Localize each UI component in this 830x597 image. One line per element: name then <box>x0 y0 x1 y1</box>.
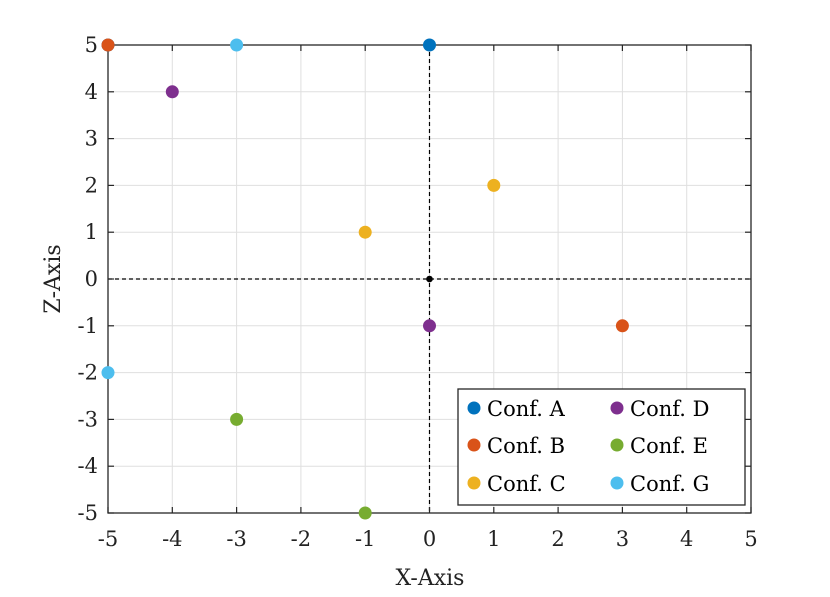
legend: Conf. A Conf. B Conf. C Conf. D Conf. E Conf.… <box>457 388 746 506</box>
data-point <box>230 38 244 52</box>
x-tick-label: 1 <box>487 527 500 551</box>
legend-label: Conf. E <box>630 434 708 458</box>
y-tick-label: 0 <box>85 267 98 291</box>
x-tick-label: 0 <box>423 527 436 551</box>
legend-marker <box>467 476 481 490</box>
data-point <box>101 38 115 52</box>
y-tick-label: 3 <box>85 127 98 151</box>
legend-label: Conf. G <box>630 472 709 496</box>
data-point <box>615 319 629 333</box>
legend-label: Conf. D <box>630 397 709 421</box>
data-point <box>487 178 501 192</box>
y-tick-label: -1 <box>78 314 98 338</box>
x-tick-label: 4 <box>680 527 693 551</box>
x-tick-label: -3 <box>226 527 246 551</box>
data-points <box>101 38 629 520</box>
legend-marker <box>610 476 624 490</box>
data-point <box>358 506 372 520</box>
x-tick-labels: -5 -4 -3 -2 -1 0 1 2 3 4 5 <box>98 527 758 551</box>
y-tick-label: -5 <box>78 501 98 525</box>
legend-marker <box>467 438 481 452</box>
x-tick-label: 2 <box>551 527 564 551</box>
x-tick-label: 5 <box>744 527 757 551</box>
legend-marker <box>610 401 624 415</box>
x-tick-label: -5 <box>98 527 118 551</box>
data-point <box>358 225 372 239</box>
x-tick-label: -4 <box>162 527 182 551</box>
legend-label: Conf. C <box>487 472 566 496</box>
y-tick-label: 4 <box>85 80 98 104</box>
data-point <box>423 38 436 52</box>
data-point <box>101 366 115 380</box>
legend-box <box>457 388 746 506</box>
legend-label: Conf. B <box>487 434 565 458</box>
x-axis-label: X-Axis <box>396 566 465 591</box>
x-tick-label: -1 <box>355 527 375 551</box>
y-tick-label: -2 <box>78 361 98 385</box>
origin-point <box>426 275 433 283</box>
legend-label: Conf. A <box>487 397 566 421</box>
data-point <box>230 412 244 426</box>
y-tick-label: 1 <box>85 220 98 244</box>
x-tick-label: -2 <box>291 527 311 551</box>
data-point <box>165 85 179 99</box>
y-axis-label: Z-Axis <box>41 244 66 313</box>
y-tick-labels: -5 -4 -3 -2 -1 0 1 2 3 4 5 <box>78 33 98 525</box>
y-tick-label: 5 <box>85 33 98 57</box>
x-tick-label: 3 <box>616 527 629 551</box>
data-point <box>423 319 436 333</box>
y-tick-label: -3 <box>78 407 98 431</box>
legend-marker <box>467 401 481 415</box>
y-tick-label: -4 <box>78 454 98 478</box>
legend-marker <box>610 438 624 452</box>
y-tick-label: 2 <box>85 173 98 197</box>
